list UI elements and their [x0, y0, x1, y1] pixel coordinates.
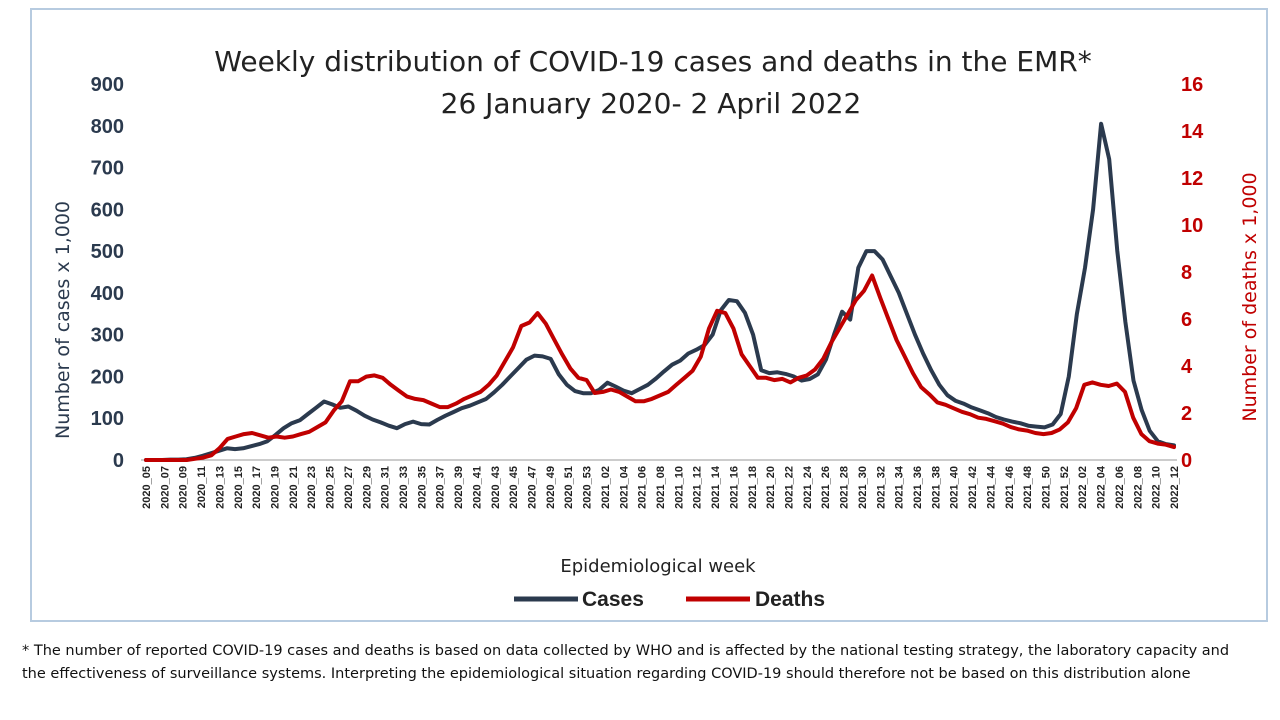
legend-cases-label: Cases [582, 588, 644, 611]
y-tick-right: 14 [1181, 121, 1204, 143]
x-tick-label: 2020_27 [343, 466, 355, 509]
x-tick-label: 2021_10 [673, 466, 685, 509]
x-tick-label: 2020_07 [159, 466, 171, 509]
y-tick-left: 400 [91, 283, 124, 305]
x-tick-label: 2021_50 [1041, 466, 1053, 509]
x-tick-label: 2021_28 [839, 466, 851, 509]
x-axis: 2020_05 2020_07 2020_09 2020_11 2020_13 2020_… [141, 465, 1181, 509]
chart-svg: Weekly distribution of COVID-19 cases an… [52, 45, 1261, 611]
x-tick-label: 2021_40 [949, 466, 961, 509]
x-tick-label: 2021_26 [820, 466, 832, 509]
y-tick-right: 12 [1181, 168, 1203, 190]
y-tick-left: 500 [91, 241, 124, 263]
legend: Cases Deaths [514, 588, 825, 611]
x-tick-label: 2021_04 [618, 465, 630, 509]
x-tick-label: 2021_14 [710, 465, 722, 509]
x-tick-label: 2021_22 [784, 466, 796, 509]
y-tick-right: 10 [1181, 215, 1203, 237]
x-tick-label: 2021_34 [894, 465, 906, 509]
x-tick-label: 2020_11 [196, 466, 208, 508]
x-tick-label: 2021_46 [1004, 466, 1016, 509]
x-tick-label: 2022_04 [1096, 465, 1108, 509]
footnote-line2: the effectiveness of surveillance system… [22, 666, 1191, 682]
x-tick-label: 2021_38 [930, 466, 942, 509]
x-tick-label: 2020_09 [178, 466, 190, 509]
x-tick-label: 2021_02 [600, 466, 612, 509]
x-tick-label: 2020_35 [416, 466, 428, 509]
x-tick-label: 2021_06 [637, 466, 649, 509]
x-tick-label: 2021_16 [728, 466, 740, 509]
x-tick-label: 2021_48 [1022, 466, 1034, 509]
x-tick-label: 2020_17 [251, 466, 263, 509]
x-tick-label: 2022_12 [1169, 466, 1181, 509]
legend-deaths-label: Deaths [755, 588, 825, 611]
x-tick-label: 2021_36 [912, 466, 924, 509]
x-tick-label: 2021_24 [802, 465, 814, 509]
x-tick-label: 2020_47 [527, 466, 539, 509]
x-tick-label: 2020_37 [435, 466, 447, 509]
x-tick-label: 2020_23 [306, 466, 318, 509]
y-tick-left: 800 [91, 116, 124, 138]
y-tick-right: 8 [1181, 262, 1192, 284]
x-tick-label: 2021_08 [655, 466, 667, 509]
x-tick-label: 2021_30 [857, 466, 869, 509]
y-axis-left-label: Number of cases x 1,000 [52, 201, 74, 439]
chart-title-line1: Weekly distribution of COVID-19 cases an… [214, 45, 1091, 78]
y-axis-right-label: Number of deaths x 1,000 [1239, 172, 1261, 421]
x-tick-label: 2021_32 [875, 466, 887, 509]
x-tick-label: 2020_15 [233, 466, 245, 509]
y-tick-right: 4 [1181, 356, 1193, 378]
y-tick-left: 700 [91, 158, 124, 180]
x-tick-label: 2020_05 [141, 466, 153, 509]
x-tick-label: 2021_52 [1059, 466, 1071, 509]
y-tick-right: 0 [1181, 450, 1192, 472]
chart-title-line2: 26 January 2020- 2 April 2022 [441, 87, 862, 120]
x-tick-label: 2020_25 [325, 466, 337, 509]
x-tick-label: 2020_41 [471, 466, 483, 509]
footnote: * The number of reported COVID-19 cases … [22, 640, 1262, 686]
x-tick-label: 2021_42 [967, 466, 979, 509]
chart-frame [30, 8, 1268, 622]
x-tick-label: 2022_10 [1151, 466, 1163, 509]
x-tick-label: 2020_19 [270, 466, 282, 509]
y-tick-right: 16 [1181, 74, 1203, 96]
series-line-cases [144, 121, 1176, 462]
footnote-line1: * The number of reported COVID-19 cases … [22, 643, 1230, 659]
x-tick-label: 2020_49 [545, 466, 557, 509]
y-tick-left: 100 [91, 408, 124, 430]
x-tick-label: 2021_20 [765, 466, 777, 509]
x-tick-label: 2022_02 [1077, 466, 1089, 509]
y-tick-left: 0 [113, 450, 124, 472]
y-tick-left: 600 [91, 199, 124, 221]
x-axis-label: Epidemiological week [560, 556, 756, 577]
x-tick-label: 2020_39 [453, 466, 465, 509]
y-axis-right: 0 2 4 6 8 10 12 14 16 [1181, 74, 1204, 472]
y-tick-left: 200 [91, 366, 124, 388]
y-tick-left: 900 [91, 74, 124, 96]
x-tick-label: 2021_18 [747, 466, 759, 509]
x-tick-label: 2020_29 [361, 466, 373, 509]
x-tick-label: 2020_33 [398, 466, 410, 509]
series-line-deaths [144, 273, 1176, 462]
x-tick-label: 2021_44 [985, 465, 997, 509]
x-tick-label: 2022_08 [1132, 466, 1144, 509]
x-tick-label: 2020_51 [563, 466, 575, 509]
x-tick-label: 2020_13 [214, 466, 226, 509]
y-axis-left: 0 100 200 300 400 500 600 700 800 900 [91, 74, 124, 472]
x-tick-label: 2020_21 [288, 466, 300, 509]
x-tick-label: 2020_31 [380, 466, 392, 509]
x-tick-label: 2020_53 [582, 466, 594, 509]
x-tick-label: 2021_12 [692, 466, 704, 509]
x-tick-label: 2020_43 [490, 466, 502, 509]
x-tick-label: 2022_06 [1114, 466, 1126, 509]
series-layer [144, 121, 1176, 462]
x-tick-label: 2020_45 [508, 466, 520, 509]
y-tick-left: 300 [91, 325, 124, 347]
y-tick-right: 2 [1181, 403, 1192, 425]
y-tick-right: 6 [1181, 309, 1192, 331]
